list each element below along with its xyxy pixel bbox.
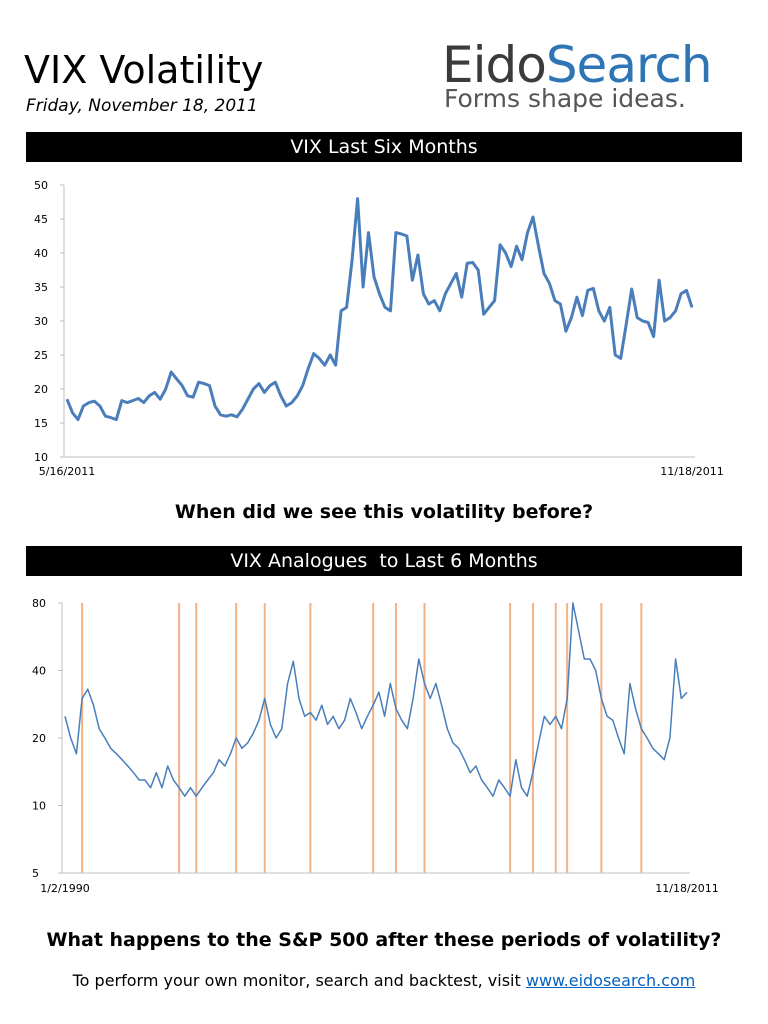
y-tick-label: 20 <box>34 383 48 396</box>
y-tick-label: 10 <box>32 800 46 813</box>
chart: 5 10 20 40 80 1/2/1990 11/18/2011 <box>32 597 719 895</box>
link[interactable]: www.eidosearch.com <box>525 971 696 990</box>
y-tick-label: 40 <box>32 665 46 678</box>
x-tick-label: 1/2/1990 <box>40 882 89 895</box>
y-tick-label: 40 <box>34 247 48 260</box>
x-tick-label: 11/18/2011 <box>655 882 718 895</box>
y-tick-label: 5 <box>32 867 39 880</box>
footer-text: To perform your own monitor, search and … <box>72 971 526 990</box>
chart-title: VIX Last Six Months <box>26 132 742 162</box>
data-line <box>65 197 694 422</box>
x-tick-label: 11/18/2011 <box>660 465 723 478</box>
tagline: Forms shape ideas. <box>444 84 686 113</box>
question: What happens to the S&P 500 after these … <box>46 929 722 951</box>
y-tick-label: 25 <box>34 349 48 362</box>
x-tick-label: 5/16/2011 <box>39 465 95 478</box>
chart-title: VIX Analogues to Last 6 Months <box>26 546 742 576</box>
date: Friday, November 18, 2011 <box>26 96 258 116</box>
y-tick-label: 30 <box>34 315 48 328</box>
y-tick-label: 15 <box>34 417 48 430</box>
footer: To perform your own monitor, search and … <box>0 971 768 990</box>
logo-part: Search <box>545 36 713 94</box>
chart: 10 15 20 25 30 35 40 45 50 5/16/2011 11/18/2011 <box>34 179 724 478</box>
y-tick-label: 45 <box>34 213 48 226</box>
y-tick-label: 35 <box>34 281 48 294</box>
data-line <box>64 602 688 797</box>
y-tick-label: 20 <box>32 732 46 745</box>
y-tick-label: 50 <box>34 179 48 192</box>
y-tick-label: 80 <box>32 597 46 610</box>
y-tick-label: 10 <box>34 451 48 464</box>
question: When did we see this volatility before? <box>174 501 594 523</box>
page-title: VIX Volatility <box>24 48 264 92</box>
logo-part: Eido <box>442 36 547 94</box>
logo: EidoSearch <box>442 36 713 94</box>
